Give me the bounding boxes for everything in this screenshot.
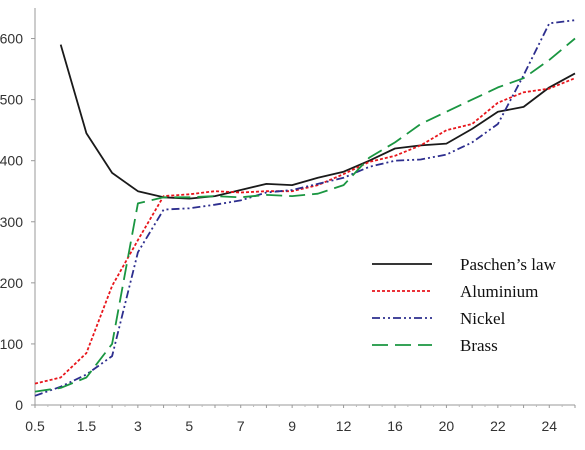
y-tick-label: 300 bbox=[0, 214, 23, 230]
series-lines bbox=[34, 19, 576, 397]
x-axis: 0.5 1.5 3 5 7 9 12 16 20 22 24 bbox=[25, 404, 576, 434]
x-tick-label: 16 bbox=[387, 418, 403, 434]
x-tick-label: 20 bbox=[439, 418, 455, 434]
x-tick-label: 7 bbox=[237, 418, 245, 434]
x-tick-label: 22 bbox=[490, 418, 506, 434]
legend-label: Nickel bbox=[460, 309, 506, 328]
y-tick-label: 600 bbox=[0, 31, 23, 47]
x-tick-label: 1.5 bbox=[77, 418, 97, 434]
y-tick-label: 0 bbox=[15, 397, 23, 413]
series-line-nickel bbox=[34, 19, 576, 397]
y-axis: 0 100 200 300 400 500 600 bbox=[0, 8, 36, 413]
x-tick-label: 9 bbox=[288, 418, 296, 434]
y-tick-label: 200 bbox=[0, 275, 23, 291]
legend: Paschen’s law Aluminium Nickel Brass bbox=[372, 255, 557, 355]
y-tick-label: 100 bbox=[0, 336, 23, 352]
series-line-paschen-s-law bbox=[59, 44, 576, 200]
y-tick-label: 500 bbox=[0, 92, 23, 108]
legend-label: Paschen’s law bbox=[460, 255, 557, 274]
x-tick-label: 3 bbox=[134, 418, 142, 434]
y-tick-label: 400 bbox=[0, 153, 23, 169]
x-tick-label: 12 bbox=[336, 418, 352, 434]
series-line-aluminium bbox=[34, 77, 576, 385]
x-tick-label: 24 bbox=[541, 418, 557, 434]
x-tick-label: 5 bbox=[185, 418, 193, 434]
legend-label: Aluminium bbox=[460, 282, 538, 301]
legend-label: Brass bbox=[460, 336, 498, 355]
series-line-brass bbox=[34, 37, 576, 393]
x-tick-label: 0.5 bbox=[25, 418, 45, 434]
